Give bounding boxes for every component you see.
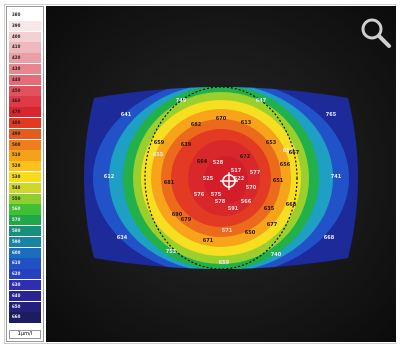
legend-swatch: 390 [9, 20, 41, 31]
thickness-value: 566 [241, 199, 252, 205]
thickness-value: 571 [222, 228, 233, 234]
magnifier-icon[interactable] [359, 16, 393, 50]
center-marker[interactable] [220, 172, 238, 190]
legend-swatch: 510 [9, 150, 41, 161]
thickness-value: 679 [181, 217, 192, 223]
legend-swatch: 380 [9, 10, 41, 21]
legend-swatch: 460 [9, 96, 41, 107]
legend-swatch: 590 [9, 236, 41, 247]
pachymetry-map[interactable]: 641 749 647 765 612 741 634 753 659 740 668 655 652 6… [46, 6, 396, 342]
legend-swatch: 480 [9, 118, 41, 129]
legend-swatch: 490 [9, 128, 41, 139]
thickness-value: 528 [213, 160, 224, 166]
legend-swatch: 580 [9, 226, 41, 237]
thickness-value: 668 [286, 202, 297, 208]
legend-swatch: 440 [9, 74, 41, 85]
thickness-value: 578 [215, 199, 226, 205]
thickness-value: 741 [331, 174, 342, 180]
thickness-value: 591 [228, 206, 239, 212]
thickness-value: 652 [283, 148, 294, 154]
thickness-value: 612 [104, 174, 115, 180]
thickness-value: 635 [264, 206, 275, 212]
thickness-value: 672 [240, 154, 251, 160]
thickness-value: 664 [197, 159, 208, 165]
legend-swatch: 650 [9, 301, 41, 312]
thickness-value: 655 [153, 152, 164, 158]
thickness-value: 671 [203, 238, 214, 244]
legend-swatch: 570 [9, 215, 41, 226]
thickness-value: 570 [246, 185, 257, 191]
thickness-value: 647 [256, 98, 267, 104]
thickness-value: 639 [181, 142, 192, 148]
thickness-value: 656 [280, 162, 291, 168]
thickness-value: 525 [203, 176, 214, 182]
thickness-value: 613 [241, 120, 252, 126]
thickness-value: 577 [250, 170, 261, 176]
legend-swatch: 420 [9, 53, 41, 64]
legend-swatch: 530 [9, 172, 41, 183]
thickness-value: 650 [245, 230, 256, 236]
thickness-value: 522 [234, 176, 245, 182]
legend-unit: 1µm/I [9, 330, 41, 339]
legend-swatch: 450 [9, 85, 41, 96]
thickness-value: 575 [211, 192, 222, 198]
legend-swatch: 470 [9, 107, 41, 118]
thickness-value: 690 [172, 212, 183, 218]
legend-swatch: 630 [9, 280, 41, 291]
thickness-value: 634 [117, 235, 128, 241]
thickness-value: 765 [326, 112, 337, 118]
thickness-value: 517 [231, 168, 242, 174]
legend-swatch: 400 [9, 31, 41, 42]
thickness-value: 682 [191, 122, 202, 128]
thickness-value: 749 [176, 98, 187, 104]
pupil-boundary [144, 86, 298, 270]
legend-swatch: 620 [9, 269, 41, 280]
thickness-value: 659 [154, 140, 165, 146]
thickness-value: 677 [267, 222, 278, 228]
thickness-value: 641 [121, 112, 132, 118]
legend-swatch: 430 [9, 64, 41, 75]
legend-swatch: 600 [9, 247, 41, 258]
legend-swatch: 610 [9, 258, 41, 269]
legend-swatch: 660 [9, 312, 41, 323]
thickness-value: 651 [273, 178, 284, 184]
legend-swatch: 550 [9, 193, 41, 204]
thickness-value: 740 [271, 252, 282, 258]
thickness-value: 667 [289, 150, 300, 156]
thickness-value: 670 [216, 116, 227, 122]
thickness-value: 576 [194, 192, 205, 198]
thickness-color-legend: 380 390 400 410 420 430 440 450 460 470 480 490 500 5… [6, 6, 44, 342]
thickness-value: 653 [266, 140, 277, 146]
thickness-value: 681 [164, 180, 175, 186]
legend-swatch: 520 [9, 161, 41, 172]
thickness-value: 659 [219, 260, 230, 266]
legend-swatch: 540 [9, 182, 41, 193]
thickness-value: 668 [324, 235, 335, 241]
thickness-value: 753 [166, 249, 177, 255]
legend-swatch: 410 [9, 42, 41, 53]
legend-swatch: 560 [9, 204, 41, 215]
legend-swatch: 500 [9, 139, 41, 150]
legend-swatch: 640 [9, 290, 41, 301]
